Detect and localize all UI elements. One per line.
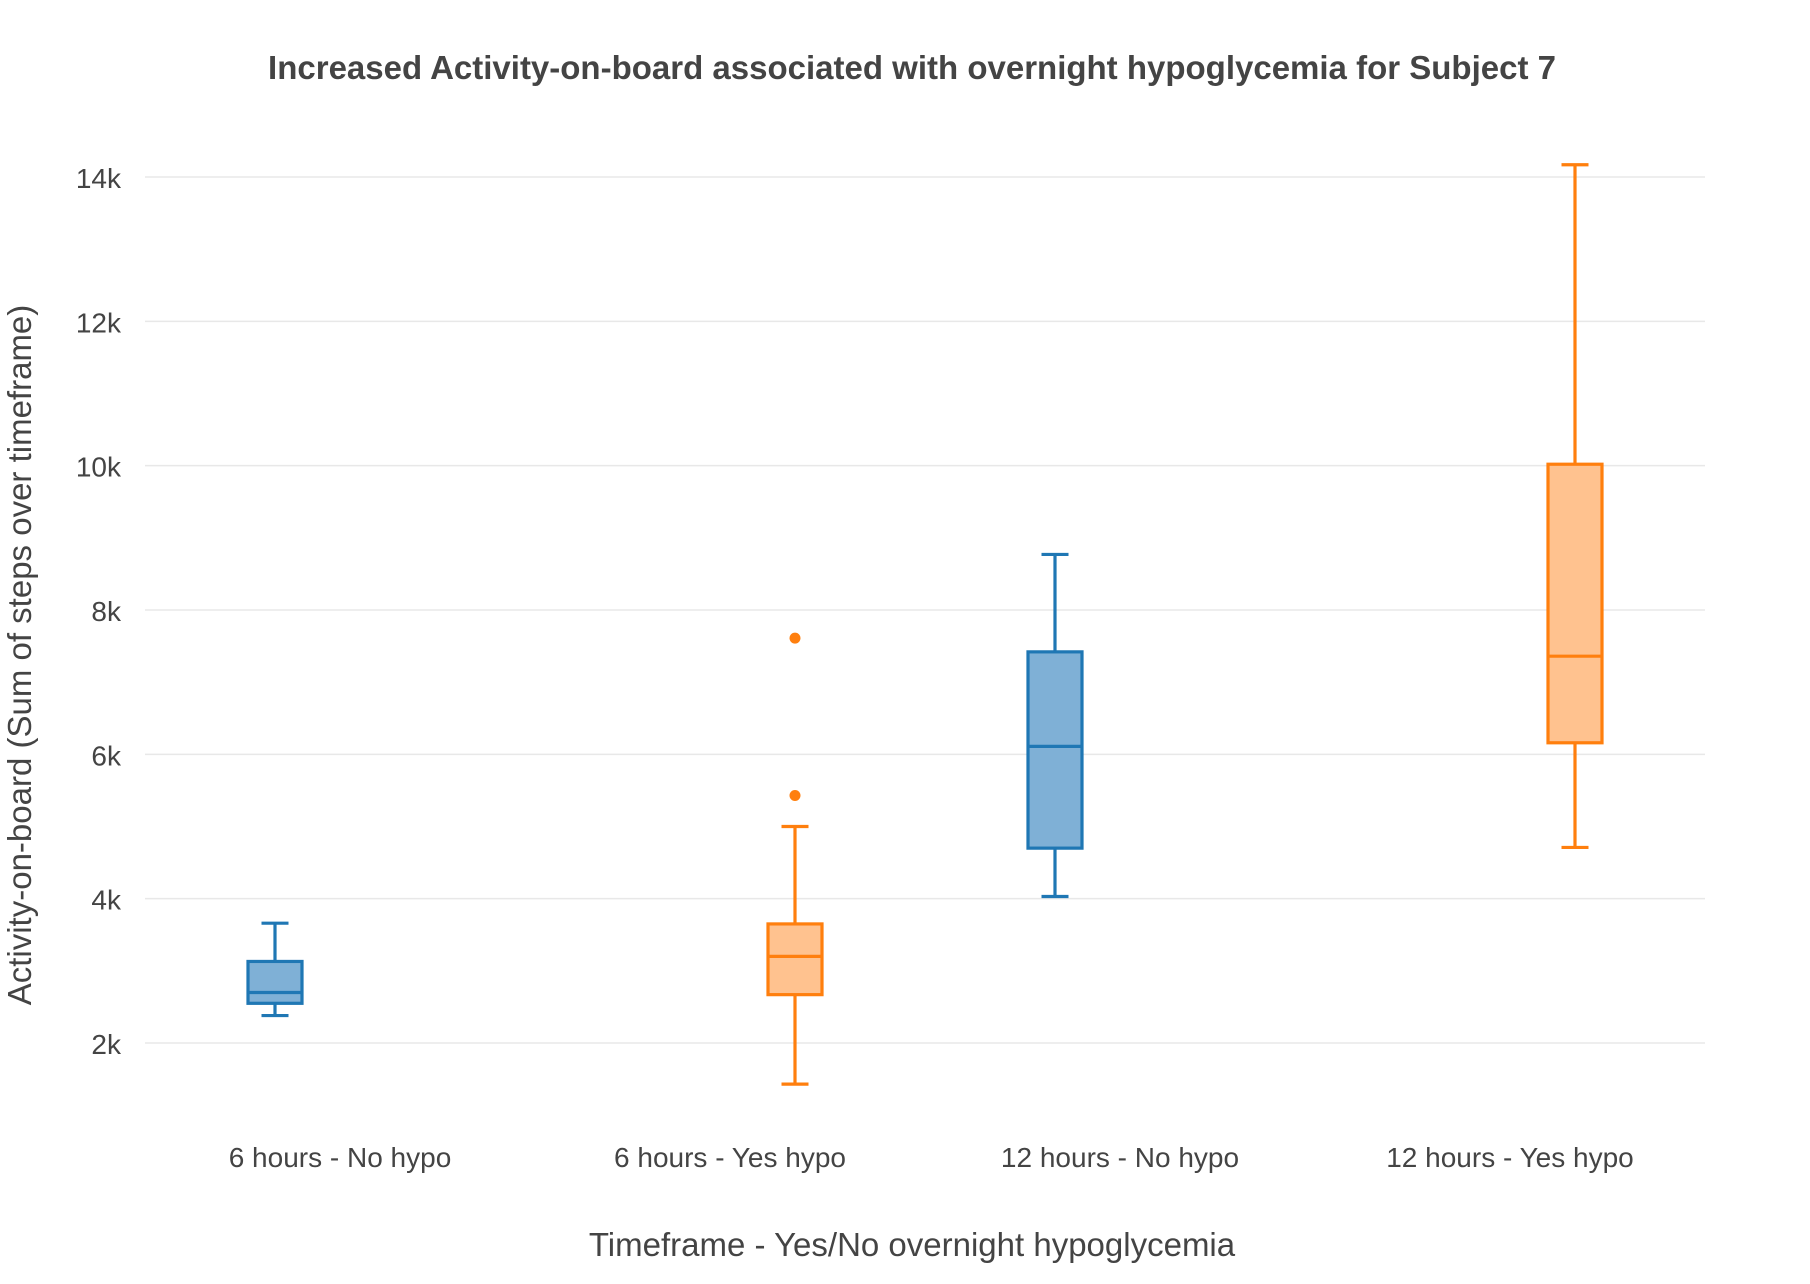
- box-plot-3: [1026, 552, 1084, 899]
- box-iqr: [1026, 650, 1084, 850]
- x-tick-label: 6 hours - Yes hypo: [614, 1142, 846, 1173]
- x-tick-label: 6 hours - No hypo: [229, 1142, 452, 1173]
- y-axis-title: Activity-on-board (Sum of steps over tim…: [1, 305, 38, 1006]
- y-tick-label: 2k: [91, 1029, 122, 1060]
- y-tick-label: 10k: [76, 452, 122, 483]
- grid-lines: [145, 176, 1705, 1044]
- y-tick-label: 6k: [91, 740, 122, 771]
- box-plot-2: [766, 632, 824, 1086]
- box-iqr: [246, 959, 304, 1005]
- box-plot-4: [1546, 163, 1604, 850]
- x-tick-label: 12 hours - No hypo: [1001, 1142, 1239, 1173]
- outlier-point: [789, 632, 801, 644]
- chart-title: Increased Activity-on-board associated w…: [268, 49, 1556, 86]
- x-axis-ticks: 6 hours - No hypo 6 hours - Yes hypo 12 ho…: [229, 1142, 1634, 1173]
- x-axis-title: Timeframe - Yes/No overnight hypoglycemi…: [589, 1226, 1236, 1263]
- box-plots: [246, 163, 1604, 1086]
- y-tick-label: 8k: [91, 596, 122, 627]
- box-plot-1: [246, 921, 304, 1018]
- x-tick-label: 12 hours - Yes hypo: [1386, 1142, 1634, 1173]
- y-tick-label: 12k: [76, 307, 122, 338]
- y-tick-label: 14k: [76, 163, 122, 194]
- box-iqr: [1546, 462, 1604, 745]
- outlier-point: [789, 789, 801, 801]
- y-axis-ticks: 2k 4k 6k 8k 10k 12k 14k: [76, 163, 122, 1060]
- y-tick-label: 4k: [91, 885, 122, 916]
- box-iqr: [766, 922, 824, 997]
